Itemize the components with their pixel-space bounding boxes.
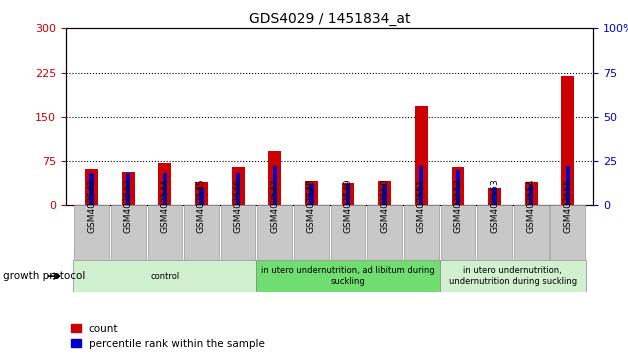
Bar [126, 173, 131, 205]
Bar [85, 169, 98, 205]
Bar [456, 170, 460, 205]
Bar [382, 184, 387, 205]
Text: control: control [150, 272, 180, 281]
Text: GSM402549: GSM402549 [344, 178, 352, 233]
Text: GSM402543: GSM402543 [124, 178, 133, 233]
Text: GSM402547: GSM402547 [270, 178, 279, 233]
Bar [158, 163, 171, 205]
FancyBboxPatch shape [221, 205, 256, 260]
Text: GSM402555: GSM402555 [563, 178, 572, 233]
Title: GDS4029 / 1451834_at: GDS4029 / 1451834_at [249, 12, 411, 26]
FancyBboxPatch shape [367, 205, 402, 260]
Text: GSM402542: GSM402542 [87, 178, 96, 233]
Bar [163, 173, 167, 205]
FancyBboxPatch shape [184, 205, 219, 260]
Bar [566, 166, 570, 205]
Bar [122, 172, 134, 205]
Text: in utero undernutrition,
undernutrition during suckling: in utero undernutrition, undernutrition … [449, 267, 577, 286]
Text: GSM402548: GSM402548 [307, 178, 316, 233]
Text: in utero undernutrition, ad libitum during
suckling: in utero undernutrition, ad libitum duri… [261, 267, 435, 286]
FancyBboxPatch shape [111, 205, 146, 260]
Bar [378, 181, 391, 205]
Text: GSM402551: GSM402551 [417, 178, 426, 233]
FancyBboxPatch shape [294, 205, 328, 260]
Bar [195, 182, 208, 205]
Bar [525, 182, 538, 205]
FancyBboxPatch shape [440, 260, 586, 292]
Text: GSM402554: GSM402554 [527, 178, 536, 233]
Text: GSM402552: GSM402552 [453, 178, 462, 233]
Bar [268, 151, 281, 205]
Bar [492, 188, 497, 205]
Bar [346, 184, 350, 205]
FancyBboxPatch shape [551, 205, 585, 260]
Text: GSM402553: GSM402553 [490, 178, 499, 233]
Bar [342, 183, 354, 205]
Bar [232, 167, 244, 205]
FancyBboxPatch shape [256, 260, 440, 292]
Bar [273, 166, 277, 205]
Text: GSM402546: GSM402546 [234, 178, 242, 233]
Text: GSM402545: GSM402545 [197, 178, 206, 233]
Legend: count, percentile rank within the sample: count, percentile rank within the sample [71, 324, 265, 349]
FancyBboxPatch shape [257, 205, 292, 260]
FancyBboxPatch shape [74, 205, 109, 260]
FancyBboxPatch shape [514, 205, 548, 260]
Bar [419, 166, 423, 205]
FancyBboxPatch shape [73, 260, 256, 292]
Bar [199, 188, 203, 205]
Bar [89, 173, 94, 205]
FancyBboxPatch shape [441, 205, 475, 260]
FancyBboxPatch shape [477, 205, 512, 260]
Bar [452, 167, 464, 205]
Bar [236, 173, 241, 205]
Text: growth protocol: growth protocol [3, 271, 85, 281]
FancyBboxPatch shape [331, 205, 365, 260]
Bar [529, 184, 533, 205]
Text: GSM402544: GSM402544 [160, 178, 170, 233]
Bar [561, 75, 574, 205]
Bar [305, 181, 318, 205]
Bar [415, 106, 428, 205]
Text: GSM402550: GSM402550 [380, 178, 389, 233]
Bar [488, 188, 501, 205]
FancyBboxPatch shape [404, 205, 438, 260]
FancyBboxPatch shape [148, 205, 182, 260]
Bar [309, 184, 313, 205]
